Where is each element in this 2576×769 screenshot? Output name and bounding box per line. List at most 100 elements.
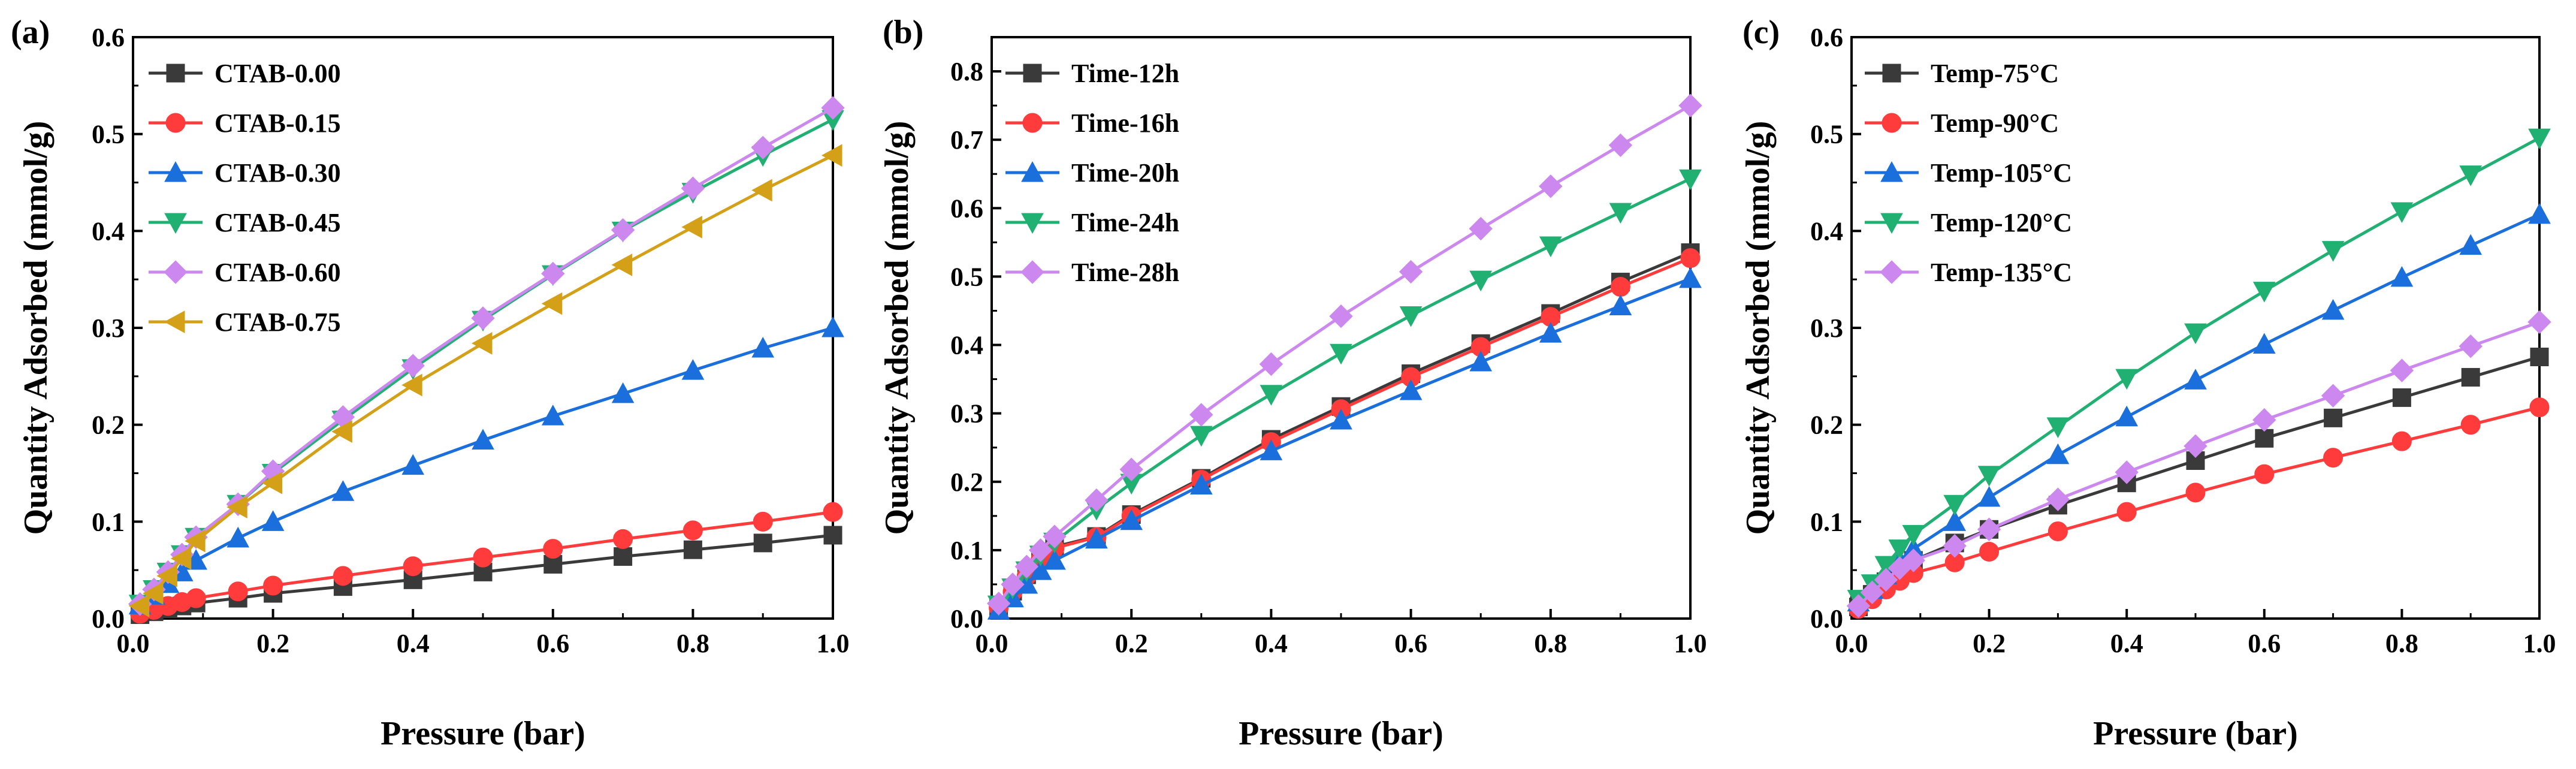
panel-b-time-20h-point <box>1120 509 1143 530</box>
panel-c-temp-120c-point <box>2184 323 2207 345</box>
panel-c-series-temp-120c <box>1847 128 2551 611</box>
panel-c-legend: Temp-75°C Temp-90°C Temp-105°C Temp-120°C Te… <box>1865 59 2072 287</box>
panel-b-time-20h-point <box>1469 351 1493 372</box>
panel-b-time-28h-point <box>1028 538 1053 562</box>
panel-c-temp-120c-point <box>2046 417 2070 438</box>
panel-c-y-tick-label: 0.1 <box>1810 507 1843 536</box>
panel-a-ctab-0-75-point <box>261 471 283 494</box>
panel-b: (b) Pressure (bar) Quantity Adsorbed (mm… <box>878 14 1707 752</box>
panel-c-legend-marker-temp-120c <box>1880 213 1903 234</box>
panel-b-label: (b) <box>883 14 923 51</box>
panel-c-temp-120c-point <box>1888 539 1911 560</box>
panel-c-label: (c) <box>1743 14 1780 51</box>
panel-b-time-28h-point <box>1469 216 1493 241</box>
panel-a-ctab-0-75-point <box>142 582 164 605</box>
panel-b-time-20h-point <box>1189 474 1213 494</box>
panel-c-x-tick-label: 0.2 <box>1973 629 2006 658</box>
panel-b-legend-marker-time-12h <box>1023 64 1042 83</box>
panel-c-legend-marker-temp-90c <box>1882 113 1902 133</box>
panel-b-series <box>986 94 1702 620</box>
panel-a-ctab-0-75-point <box>541 292 563 315</box>
panel-c-temp-135c-point <box>2390 358 2414 382</box>
panel-c-temp-120c-point <box>2321 241 2345 262</box>
panel-a-ctab-0-30-point <box>681 359 705 380</box>
panel-a-ctab-0-75-point <box>401 373 422 397</box>
panel-c-temp-105c-point <box>2184 369 2207 390</box>
panel-a-y-tick-label: 0.2 <box>92 411 125 440</box>
panel-c-temp-135c-point <box>1943 534 1967 558</box>
panel-a-ctab-0-75-point <box>170 547 192 570</box>
panel-b-time-20h-point <box>1399 379 1423 400</box>
panel-a-x-tick-label: 0.0 <box>117 629 150 658</box>
panel-b-time-24h-point <box>1539 236 1562 258</box>
panel-c-temp-135c-point <box>2459 334 2483 358</box>
panel-b-y-tick-label: 0.5 <box>950 262 983 291</box>
panel-a-ctab-0-15-point <box>543 539 563 559</box>
panel-c-temp-120c-point <box>2528 128 2551 150</box>
panel-a-ctab-0-60-point <box>611 218 635 242</box>
panel-b-time-20h-point <box>1260 439 1283 460</box>
panel-b-y-tick-label: 0.7 <box>950 125 983 155</box>
panel-b-time-20h-point <box>1679 267 1702 288</box>
panel-a-legend-label-ctab-0-60: CTAB-0.60 <box>215 258 341 287</box>
panel-a-ctab-0-30-point <box>472 429 494 450</box>
panel-a-ctab-0-00-point <box>614 547 633 566</box>
panel-b-y-axis-label: Quantity Adsorbed (mmol/g) <box>878 121 916 535</box>
panel-a-ctab-0-75-point <box>821 144 842 167</box>
panel-c-temp-90c-point <box>2460 415 2481 435</box>
panel-b-x-tick-label: 0.4 <box>1255 629 1288 658</box>
panel-a-ctab-0-30-point <box>751 336 775 358</box>
panel-c-series-temp-135c <box>1846 310 2551 618</box>
panel-a-ctab-0-60-point <box>751 135 775 160</box>
panel-a-series-ctab-0-15 <box>130 502 843 624</box>
panel-a-legend-marker-ctab-0-30 <box>164 161 187 182</box>
panel-c-temp-75c-point <box>2324 408 2343 427</box>
panel-b-time-28h-point <box>1001 572 1025 596</box>
panel-a-ctab-0-00-point <box>683 540 702 559</box>
panel-c-temp-135c-point <box>2321 384 2345 408</box>
panel-a-ctab-0-75-point <box>751 179 772 202</box>
panel-a-y-tick-label: 0.4 <box>92 216 125 246</box>
panel-b-time-24h-point <box>1189 426 1213 447</box>
panel-c-temp-105c-point <box>1943 510 1967 531</box>
panel-b-time-16h-point <box>1680 248 1701 269</box>
panel-a-legend-marker-ctab-0-45 <box>164 213 187 234</box>
panel-a-ctab-0-15-point <box>186 588 206 608</box>
panel-b-legend-label-time-28h: Time-28h <box>1071 258 1179 287</box>
panel-a-legend-label-ctab-0-00: CTAB-0.00 <box>215 59 341 88</box>
panel-a-label: (a) <box>11 14 50 51</box>
panel-b-y-tick-label: 0.3 <box>950 399 983 429</box>
panel-c-x-tick-label: 0.4 <box>2110 629 2143 658</box>
panel-a-ctab-0-15-point <box>823 502 843 522</box>
panel-b-y-tick-label: 0.0 <box>950 604 983 634</box>
panel-b-time-24h-point <box>1609 203 1632 224</box>
panel-b-time-28h-point <box>1399 260 1423 284</box>
panel-a-legend-label-ctab-0-45: CTAB-0.45 <box>215 208 341 237</box>
panel-a-x-tick-label: 0.4 <box>397 629 430 658</box>
panel-c-temp-120c-point <box>1977 466 2001 487</box>
panel-b-y-tick-label: 0.4 <box>950 331 983 360</box>
panel-a-legend: CTAB-0.00 CTAB-0.15 CTAB-0.30 CTAB-0.45 CTAB… <box>149 59 341 337</box>
panel-c-temp-135c-point <box>2252 408 2276 432</box>
panel-b-time-24h-point <box>1260 385 1283 406</box>
panel-c-temp-105c-point <box>2046 443 2070 465</box>
panel-c-y-tick-label: 0.6 <box>1810 23 1843 52</box>
panel-b-legend-marker-time-20h <box>1021 161 1044 182</box>
panel-c-y-tick-label: 0.3 <box>1810 313 1843 343</box>
panel-b-time-28h-point <box>1014 554 1039 578</box>
panel-a-legend-label-ctab-0-15: CTAB-0.15 <box>215 108 341 138</box>
panel-c-temp-90c-point <box>2391 431 2412 451</box>
panel-a-ctab-0-30-point <box>401 454 425 475</box>
panel-a-ctab-0-75-point <box>185 529 206 553</box>
panel-c-temp-75c-point <box>2530 348 2549 366</box>
panel-c-temp-135c-point <box>1846 594 1871 618</box>
panel-c-y-tick-label: 0.2 <box>1810 411 1843 440</box>
panel-c-temp-105c-point <box>2390 266 2414 287</box>
panel-b-legend-marker-time-24h <box>1021 213 1044 234</box>
panel-c-ticks: 0.0 0.2 0.4 0.6 0.8 1.0 0.0 0.1 0.2 0.3 0.4 0.5 0.6 <box>1810 23 2556 658</box>
panel-a-ctab-0-30-point <box>227 526 250 548</box>
panel-b-time-20h-point <box>1330 409 1352 430</box>
panel-c-y-tick-label: 0.0 <box>1810 604 1843 634</box>
panel-b-time-28h-point <box>1119 457 1143 481</box>
panel-b-x-tick-label: 0.6 <box>1394 629 1427 658</box>
